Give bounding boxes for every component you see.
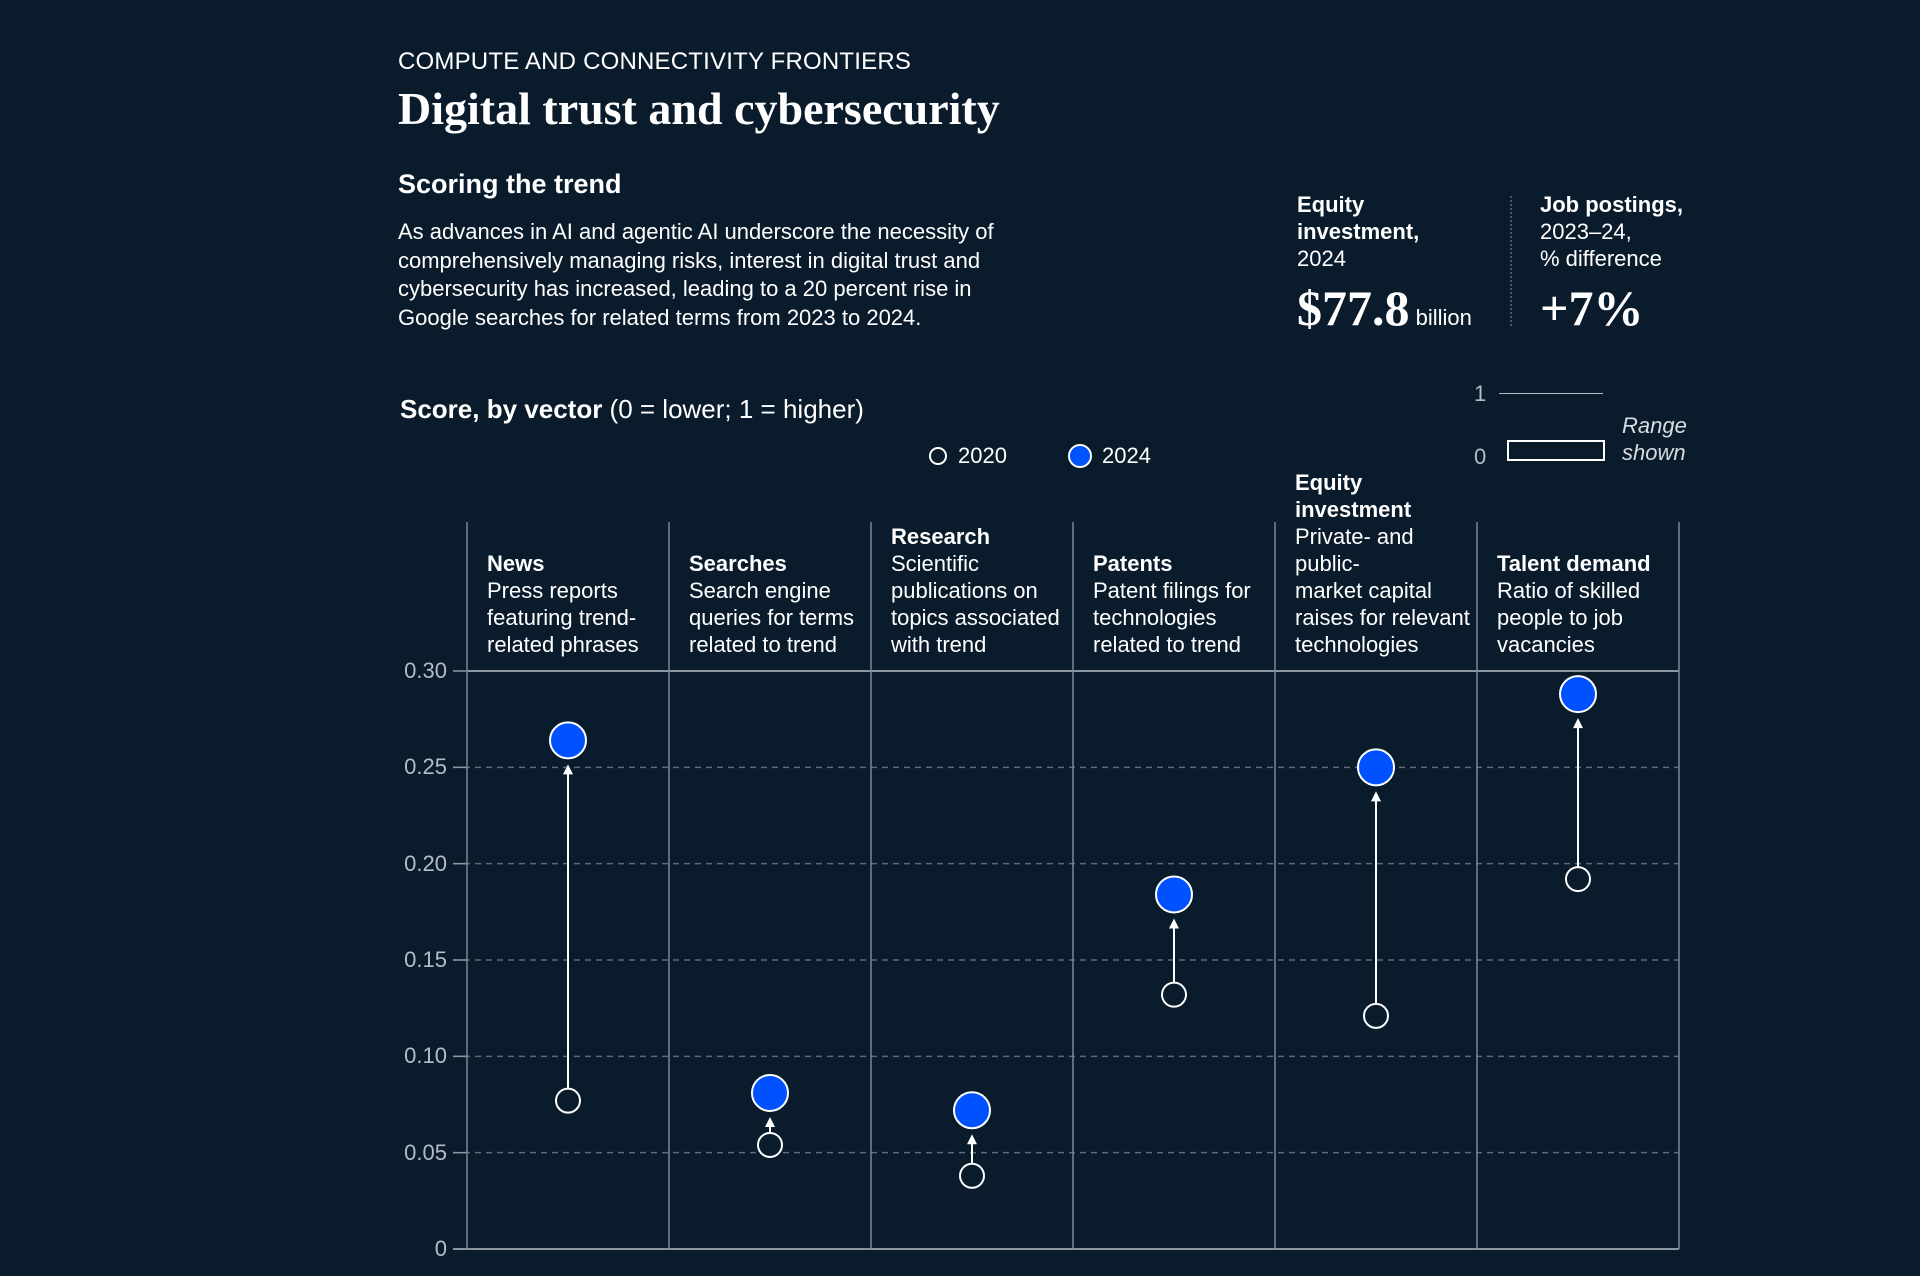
y-tick-label: 0.10: [404, 1043, 447, 1069]
y-tick-label: 0: [434, 1236, 447, 1261]
legend-2020: 2020: [958, 443, 1007, 468]
column-desc: featuring trend-: [487, 605, 637, 630]
column-header: Searches Search engine queries for terms re…: [689, 550, 867, 658]
legend-2024: 2024: [1102, 443, 1151, 468]
column-title: Talent demand: [1497, 551, 1651, 576]
intro-text: As advances in AI and agentic AI undersc…: [398, 218, 994, 332]
column-title: Research: [891, 524, 991, 549]
point-2024: [1357, 748, 1395, 787]
column-title: Equity investment: [1295, 470, 1412, 522]
jobs-stat: Job postings, 2023–24, % difference +7%: [1540, 191, 1683, 338]
arrow-head-icon: [563, 764, 573, 775]
column-desc: topics associated: [891, 605, 1060, 630]
arrow-head-icon: [1573, 718, 1583, 729]
column-header: Talent demand Ratio of skilled people to j…: [1497, 550, 1675, 658]
point-2020: [555, 1087, 581, 1114]
range-label-line: Range: [1622, 413, 1687, 438]
column-desc: market capital: [1295, 578, 1432, 603]
stat-label: investment,: [1297, 219, 1420, 244]
subhead: Scoring the trend: [398, 169, 622, 199]
range-key-bottom: 0: [1474, 444, 1487, 469]
column-header: Patents Patent filings for technologies rel…: [1093, 550, 1271, 658]
y-tick-label: 0.25: [404, 754, 447, 780]
equity-stat: Equity investment, 2024 $77.8 billion: [1297, 191, 1472, 338]
column-desc: Private- and public-: [1295, 524, 1414, 576]
intro-line: comprehensively managing risks, interest…: [398, 247, 981, 273]
column-desc: technologies: [1295, 632, 1419, 657]
point-2024: [1559, 675, 1597, 714]
stat-label: Job postings,: [1540, 192, 1683, 217]
intro-line: cybersecurity has increased, leading to …: [398, 276, 972, 301]
y-tick-label: 0.30: [404, 658, 447, 683]
column-title: Searches: [689, 551, 787, 576]
chart-title: Score, by vector (0 = lower; 1 = higher): [400, 394, 864, 425]
y-tick-label: 0.15: [404, 947, 447, 972]
range-key-box: [1507, 440, 1605, 461]
arrow-head-icon: [1371, 791, 1381, 802]
stat-label: % difference: [1540, 246, 1662, 271]
stat-value: $77.8: [1297, 280, 1410, 336]
intro-line: Google searches for related terms from 2…: [398, 304, 922, 330]
point-2024: [953, 1091, 991, 1130]
column-desc: with trend: [891, 632, 987, 657]
point-2020: [1565, 866, 1591, 893]
point-2020: [1161, 981, 1187, 1008]
range-key-line: [1499, 393, 1603, 394]
chart-title-note: (0 = lower; 1 = higher): [609, 394, 864, 424]
arrow-head-icon: [765, 1116, 775, 1127]
chart-title-text: Score, by vector: [400, 394, 603, 424]
point-2020: [757, 1131, 783, 1158]
legend-2020-icon: [929, 447, 947, 465]
column-desc: related to trend: [689, 632, 837, 657]
column-desc: people to job: [1497, 605, 1623, 630]
column-desc: raises for relevant: [1295, 605, 1470, 630]
point-2020: [959, 1162, 985, 1189]
stat-label: Equity: [1297, 192, 1365, 217]
divider: [1510, 196, 1512, 326]
stat-label: 2023–24,: [1540, 219, 1632, 244]
arrow-head-icon: [1169, 918, 1179, 929]
page-title: Digital trust and cybersecurity: [398, 83, 1000, 134]
column-desc: related to trend: [1093, 632, 1241, 657]
stat-value: +7%: [1540, 280, 1644, 336]
column-header: Equity investment Private- and public-mar…: [1295, 469, 1473, 658]
column-desc: queries for terms: [689, 605, 855, 630]
column-desc: Ratio of skilled: [1497, 578, 1641, 603]
point-2020: [1363, 1002, 1389, 1029]
arrow-head-icon: [967, 1134, 977, 1145]
column-desc: vacancies: [1497, 632, 1595, 657]
column-desc: Patent filings for: [1093, 578, 1251, 603]
overline: COMPUTE AND CONNECTIVITY FRONTIERS: [398, 48, 912, 75]
point-2024: [751, 1073, 789, 1112]
point-2024: [549, 721, 587, 760]
column-header: News Press reports featuring trend-related…: [487, 550, 665, 658]
column-desc: related phrases: [487, 632, 639, 657]
stat-unit: billion: [1415, 305, 1472, 330]
column-title: Patents: [1093, 551, 1173, 576]
column-desc: Search engine: [689, 578, 831, 603]
point-2024: [1155, 875, 1193, 914]
y-tick-label: 0.05: [404, 1139, 447, 1165]
y-tick-label: 0.20: [404, 850, 447, 876]
column-title: News: [487, 551, 545, 576]
legend-2024-icon: [1068, 444, 1092, 468]
column-desc: publications on: [891, 578, 1038, 603]
column-header: Research Scientific publications on topics …: [891, 523, 1069, 658]
column-desc: Scientific: [891, 551, 980, 576]
range-key-top: 1: [1474, 381, 1487, 406]
range-key-label: Range shown: [1622, 412, 1687, 466]
range-label-line: shown: [1622, 440, 1686, 465]
column-desc: Press reports: [487, 578, 618, 603]
column-desc: technologies: [1093, 605, 1217, 630]
intro-line: As advances in AI and agentic AI undersc…: [398, 219, 994, 244]
stat-label: 2024: [1297, 246, 1346, 271]
